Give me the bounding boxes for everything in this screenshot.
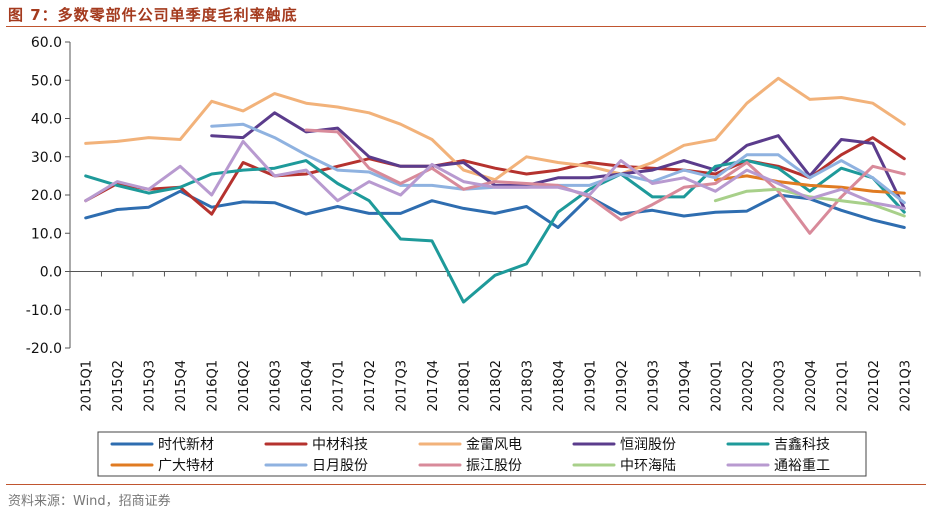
series-lines — [84, 76, 906, 304]
x-tick-label: 2018Q4 — [552, 360, 567, 412]
line-chart: 60.0 50.0 40.0 30.0 20.0 10.0 0.0 -10.0 -20.0 201… — [26, 35, 921, 477]
x-tick-label: 2020Q1 — [709, 360, 724, 412]
figure-title: 图 7：多数零部件公司单季度毛利率触底 — [8, 6, 298, 24]
title-rule — [6, 26, 926, 27]
x-tick-label: 2016Q3 — [269, 360, 284, 412]
x-tick-label: 2021Q3 — [898, 360, 913, 412]
legend-label: 日月股份 — [312, 458, 368, 474]
y-tick-label: -10.0 — [26, 303, 62, 319]
y-tick-label: 10.0 — [31, 226, 62, 242]
series-line-1 — [84, 189, 906, 229]
y-tick-label: 40.0 — [31, 112, 62, 128]
series-line-10 — [84, 139, 906, 210]
y-tick-label: 30.0 — [31, 150, 62, 166]
x-tick-label: 2016Q1 — [206, 360, 221, 412]
x-tick-label: 2020Q2 — [741, 360, 756, 412]
x-tick-label: 2015Q1 — [80, 360, 95, 412]
x-tick-label: 2016Q2 — [237, 360, 252, 412]
y-tick-label: 20.0 — [31, 188, 62, 204]
source-rule — [6, 484, 926, 485]
x-tick-label: 2021Q2 — [867, 360, 882, 412]
y-tick-label: -20.0 — [26, 341, 62, 357]
series-line-8 — [304, 128, 906, 235]
legend-label: 通裕重工 — [774, 458, 830, 474]
source-note: 资料来源：Wind，招商证券 — [8, 494, 171, 509]
x-tick-label: 2020Q3 — [772, 360, 787, 412]
x-tick-label: 2017Q1 — [332, 360, 347, 412]
x-tick-label: 2019Q1 — [583, 360, 598, 412]
legend-label: 中材科技 — [312, 437, 368, 453]
x-tick-label: 2019Q3 — [646, 360, 661, 412]
series-line-5 — [84, 159, 906, 304]
x-tick-label: 2019Q4 — [678, 360, 693, 412]
axes — [65, 41, 921, 349]
series-line-3 — [84, 76, 906, 182]
y-tick-label: 0.0 — [40, 265, 62, 281]
x-tick-label: 2020Q4 — [804, 360, 819, 412]
x-tick-label: 2015Q3 — [143, 360, 158, 412]
series-line-9 — [713, 187, 906, 218]
series-line-4 — [210, 111, 906, 210]
series-line-6 — [713, 174, 906, 195]
legend-label: 恒润股份 — [620, 437, 676, 453]
x-tick-label: 2018Q2 — [489, 360, 504, 412]
x-tick-label: 2017Q3 — [395, 360, 410, 412]
x-tick-label: 2016Q4 — [300, 360, 315, 412]
legend-label: 广大特材 — [158, 458, 214, 474]
legend-label: 振江股份 — [466, 458, 522, 474]
y-tick-label: 50.0 — [31, 73, 62, 89]
legend-label: 时代新材 — [158, 437, 214, 453]
legend-box — [97, 431, 867, 477]
x-tick-label: 2015Q2 — [111, 360, 126, 412]
tick-labels: 60.0 50.0 40.0 30.0 20.0 10.0 0.0 -10.0 -20.0 201… — [26, 35, 913, 412]
x-tick-label: 2018Q3 — [520, 360, 535, 412]
x-tick-label: 2019Q2 — [615, 360, 630, 412]
x-tick-label: 2017Q2 — [363, 360, 378, 412]
legend-label: 中环海陆 — [620, 458, 676, 474]
y-tick-label: 60.0 — [31, 35, 62, 51]
x-tick-label: 2017Q4 — [426, 360, 441, 412]
x-tick-label: 2021Q1 — [835, 360, 850, 412]
legend-label: 吉鑫科技 — [774, 436, 830, 453]
legend-label: 金雷风电 — [466, 437, 522, 453]
x-tick-label: 2018Q1 — [458, 360, 473, 412]
x-tick-label: 2015Q4 — [174, 360, 189, 412]
